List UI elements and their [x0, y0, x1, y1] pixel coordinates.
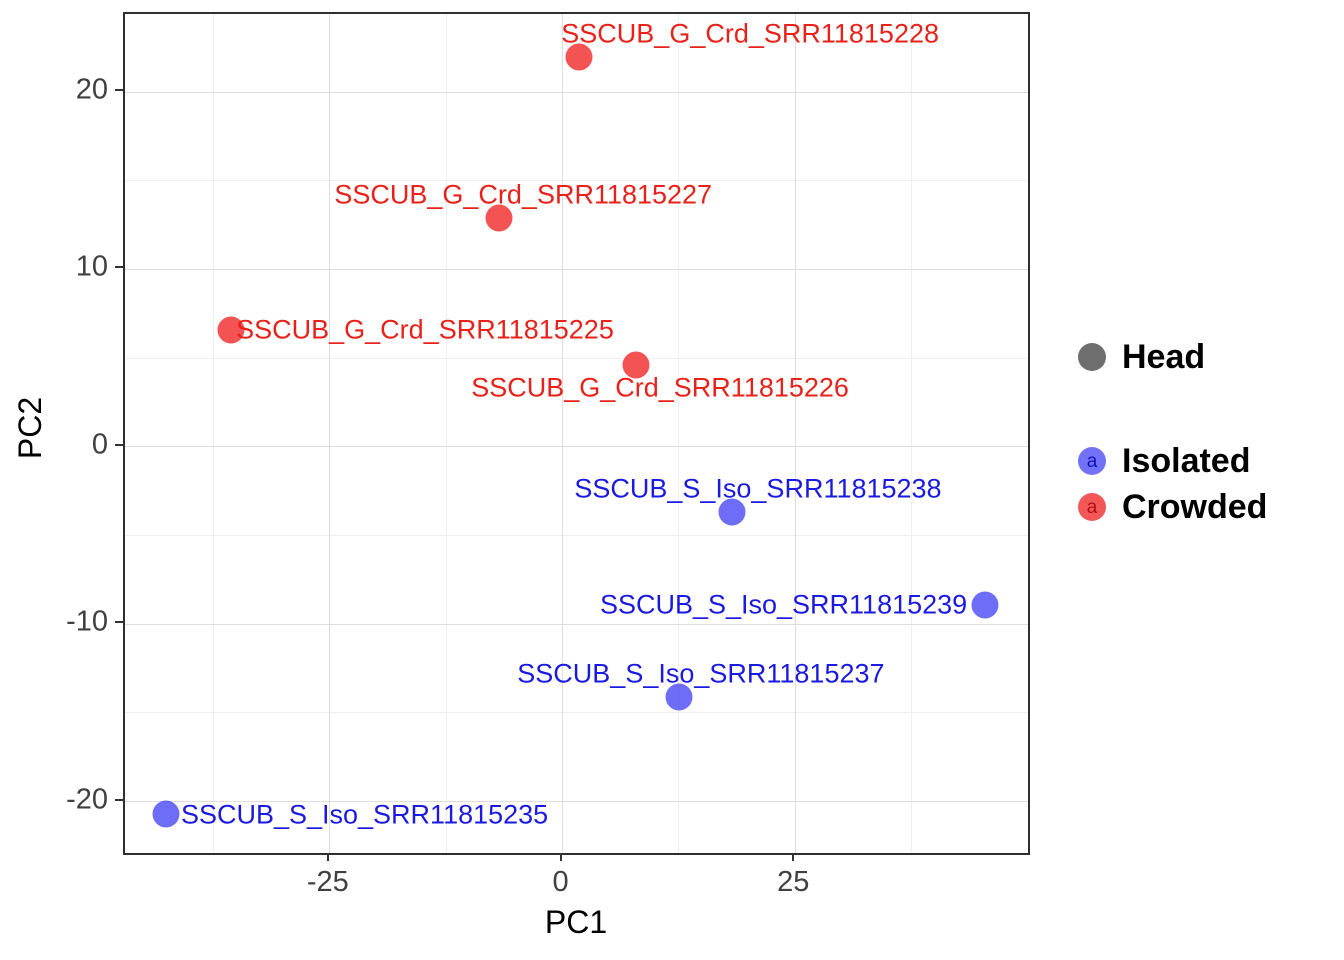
data-point-label: SSCUB_S_Iso_SRR11815239 [599, 589, 968, 620]
y-tick-label: -20 [66, 783, 108, 816]
legend: Head a Isolated a Crowded [1078, 334, 1267, 530]
y-tick-mark [115, 443, 123, 446]
y-tick-mark [115, 89, 123, 92]
y-tick-label: 20 [75, 73, 108, 106]
x-major-gridline [329, 14, 331, 853]
data-point-label: SSCUB_G_Crd_SRR11815226 [471, 372, 849, 403]
legend-label-crowded: Crowded [1122, 488, 1268, 526]
legend-item-crowded: a Crowded [1078, 484, 1267, 530]
head-point-icon [1078, 343, 1106, 371]
legend-label-head: Head [1122, 338, 1206, 376]
legend-item-head: Head [1078, 334, 1267, 380]
x-major-gridline [562, 14, 564, 853]
y-minor-gridline [125, 357, 1028, 359]
data-point-label: SSCUB_S_Iso_SRR11815237 [517, 658, 885, 689]
y-tick-mark [115, 798, 123, 801]
data-point-label: SSCUB_G_Crd_SRR11815227 [334, 179, 713, 210]
isolated-point-icon: a [1078, 447, 1106, 475]
data-point-label: SSCUB_S_Iso_SRR11815235 [180, 799, 549, 830]
crowded-point-icon: a [1078, 493, 1106, 521]
y-major-gridline [125, 268, 1028, 270]
data-point-isolated [971, 591, 999, 619]
data-point-crowded [217, 316, 245, 344]
data-point-label: SSCUB_G_Crd_SRR11815225 [236, 314, 614, 345]
data-point-isolated [152, 800, 180, 828]
red-dot-icon [1078, 493, 1106, 521]
plot-panel: SSCUB_G_Crd_SRR11815228 SSCUB_G_Crd_SRR11… [123, 12, 1030, 855]
x-minor-gridline [212, 14, 214, 853]
data-point-crowded [622, 351, 650, 379]
data-point-isolated [718, 498, 746, 526]
y-tick-label: 10 [75, 250, 108, 283]
x-major-gridline [794, 14, 796, 853]
legend-group-condition: a Isolated a Crowded [1078, 438, 1267, 530]
y-major-gridline [125, 446, 1028, 448]
x-minor-gridline [445, 14, 447, 853]
x-minor-gridline [911, 14, 913, 853]
x-tick-label: 25 [777, 866, 810, 898]
x-minor-gridline [678, 14, 680, 853]
legend-group-head: Head [1078, 334, 1267, 380]
x-tick-mark [792, 853, 795, 861]
x-tick-mark [326, 853, 329, 861]
gray-dot-icon [1078, 343, 1106, 371]
x-tick-label: 0 [552, 866, 569, 898]
data-point-crowded [485, 204, 513, 232]
y-minor-gridline [125, 712, 1028, 714]
isolated-a-glyph: a [1086, 450, 1098, 472]
y-tick-label: -10 [66, 605, 108, 638]
legend-item-isolated: a Isolated [1078, 438, 1267, 484]
data-point-crowded [565, 43, 593, 71]
y-minor-gridline [125, 534, 1028, 536]
data-point-label: SSCUB_S_Iso_SRR11815238 [574, 473, 942, 504]
x-axis-title: PC1 [544, 904, 608, 940]
y-major-gridline [125, 623, 1028, 625]
data-point-isolated [665, 683, 693, 711]
y-major-gridline [125, 91, 1028, 93]
x-tick-mark [559, 853, 562, 861]
data-point-label: SSCUB_G_Crd_SRR11815228 [561, 18, 939, 49]
y-major-gridline [125, 801, 1028, 803]
crowded-a-glyph: a [1086, 496, 1098, 518]
blue-dot-icon [1078, 447, 1106, 475]
y-tick-mark [115, 621, 123, 624]
y-minor-gridline [125, 180, 1028, 182]
y-tick-label: 0 [91, 428, 108, 461]
legend-label-isolated: Isolated [1122, 442, 1251, 480]
x-tick-label: -25 [306, 866, 349, 898]
y-tick-mark [115, 266, 123, 269]
